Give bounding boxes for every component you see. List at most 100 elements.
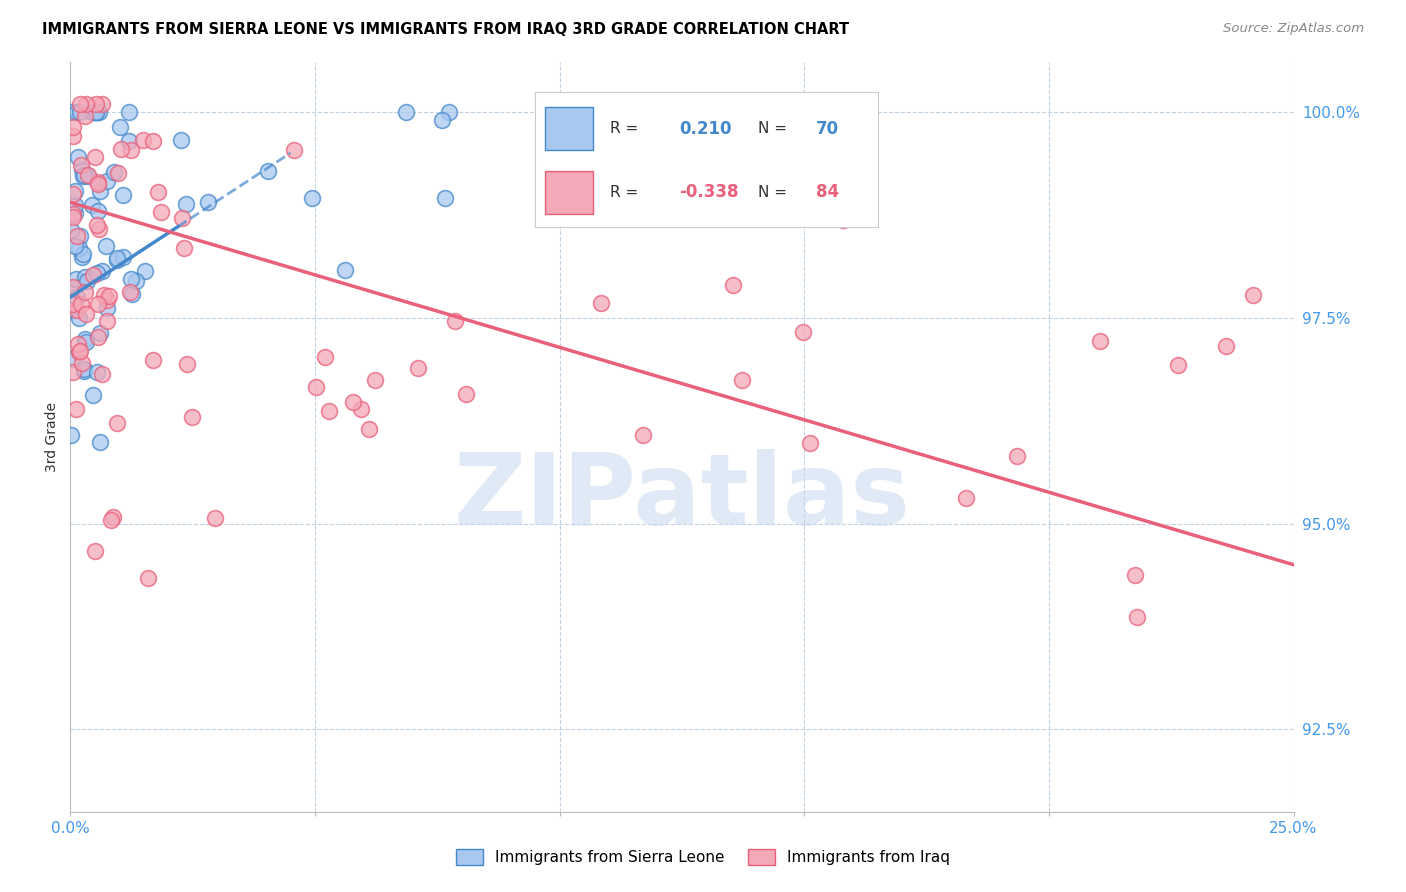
Point	[73, 270, 96, 285]
Point	[75, 332, 97, 346]
Point	[318, 404, 340, 418]
Point	[82, 104, 104, 119]
Point	[349, 401, 371, 416]
Point	[69, 96, 91, 111]
Point	[107, 166, 129, 180]
Point	[731, 373, 754, 387]
Point	[434, 191, 457, 205]
Point	[66, 150, 89, 164]
Point	[181, 409, 204, 424]
Point	[62, 207, 84, 221]
Point	[84, 150, 107, 164]
Point	[70, 250, 93, 264]
Text: ZIPatlas: ZIPatlas	[454, 449, 910, 546]
Point	[395, 104, 418, 119]
Point	[589, 296, 612, 310]
Point	[148, 186, 170, 200]
Point	[1241, 288, 1264, 302]
Point	[105, 252, 128, 266]
Point	[342, 395, 364, 409]
Point	[60, 428, 83, 442]
Point	[62, 120, 84, 134]
Point	[97, 289, 120, 303]
Point	[87, 297, 110, 311]
Point	[100, 513, 122, 527]
Point	[69, 343, 91, 358]
Point	[832, 212, 855, 227]
Point	[87, 177, 110, 191]
Point	[69, 228, 91, 243]
Point	[96, 314, 118, 328]
Point	[437, 104, 460, 119]
Point	[1167, 358, 1189, 372]
Point	[63, 206, 86, 220]
Point	[73, 364, 96, 378]
Point	[62, 279, 84, 293]
Point	[63, 184, 86, 198]
Point	[90, 96, 112, 111]
Point	[86, 365, 108, 379]
Point	[67, 310, 90, 325]
Point	[63, 239, 86, 253]
Point	[91, 264, 114, 278]
Point	[87, 330, 110, 344]
Point	[60, 223, 83, 237]
Point	[72, 169, 94, 184]
Point	[364, 373, 387, 387]
Point	[87, 104, 110, 119]
Point	[84, 104, 107, 119]
Point	[142, 134, 165, 148]
Point	[89, 184, 111, 198]
Point	[65, 290, 87, 304]
Point	[359, 422, 381, 436]
Point	[301, 191, 323, 205]
Point	[170, 133, 193, 147]
Point	[105, 253, 128, 268]
Point	[430, 113, 453, 128]
Point	[70, 162, 93, 177]
Point	[103, 165, 125, 179]
Point	[96, 174, 118, 188]
Point	[86, 104, 108, 119]
Point	[142, 353, 165, 368]
Point	[66, 303, 89, 318]
Point	[89, 326, 111, 340]
Point	[101, 510, 124, 524]
Point	[197, 194, 219, 209]
Point	[87, 222, 110, 236]
Point	[70, 297, 93, 311]
Point	[1123, 567, 1146, 582]
Point	[257, 164, 280, 178]
Point	[94, 239, 117, 253]
Point	[173, 241, 195, 255]
Point	[683, 201, 706, 215]
Point	[70, 356, 93, 370]
Point	[955, 491, 977, 505]
Point	[82, 388, 104, 402]
Point	[72, 247, 94, 261]
Point	[170, 211, 193, 226]
Point	[60, 351, 83, 366]
Point	[67, 241, 90, 255]
Point	[80, 198, 103, 212]
Text: IMMIGRANTS FROM SIERRA LEONE VS IMMIGRANTS FROM IRAQ 3RD GRADE CORRELATION CHART: IMMIGRANTS FROM SIERRA LEONE VS IMMIGRAN…	[42, 22, 849, 37]
Point	[66, 228, 89, 243]
Point	[86, 204, 108, 219]
Point	[62, 303, 84, 318]
Point	[134, 264, 156, 278]
Point	[86, 96, 108, 111]
Point	[305, 379, 328, 393]
Point	[62, 187, 84, 202]
Point	[76, 274, 98, 288]
Point	[62, 210, 84, 224]
Point	[86, 104, 108, 119]
Point	[633, 428, 655, 442]
Point	[150, 204, 173, 219]
Point	[1005, 450, 1028, 464]
Point	[86, 266, 108, 280]
Point	[93, 287, 115, 301]
Point	[76, 168, 98, 182]
Point	[721, 277, 744, 292]
Point	[62, 128, 84, 143]
Text: Source: ZipAtlas.com: Source: ZipAtlas.com	[1223, 22, 1364, 36]
